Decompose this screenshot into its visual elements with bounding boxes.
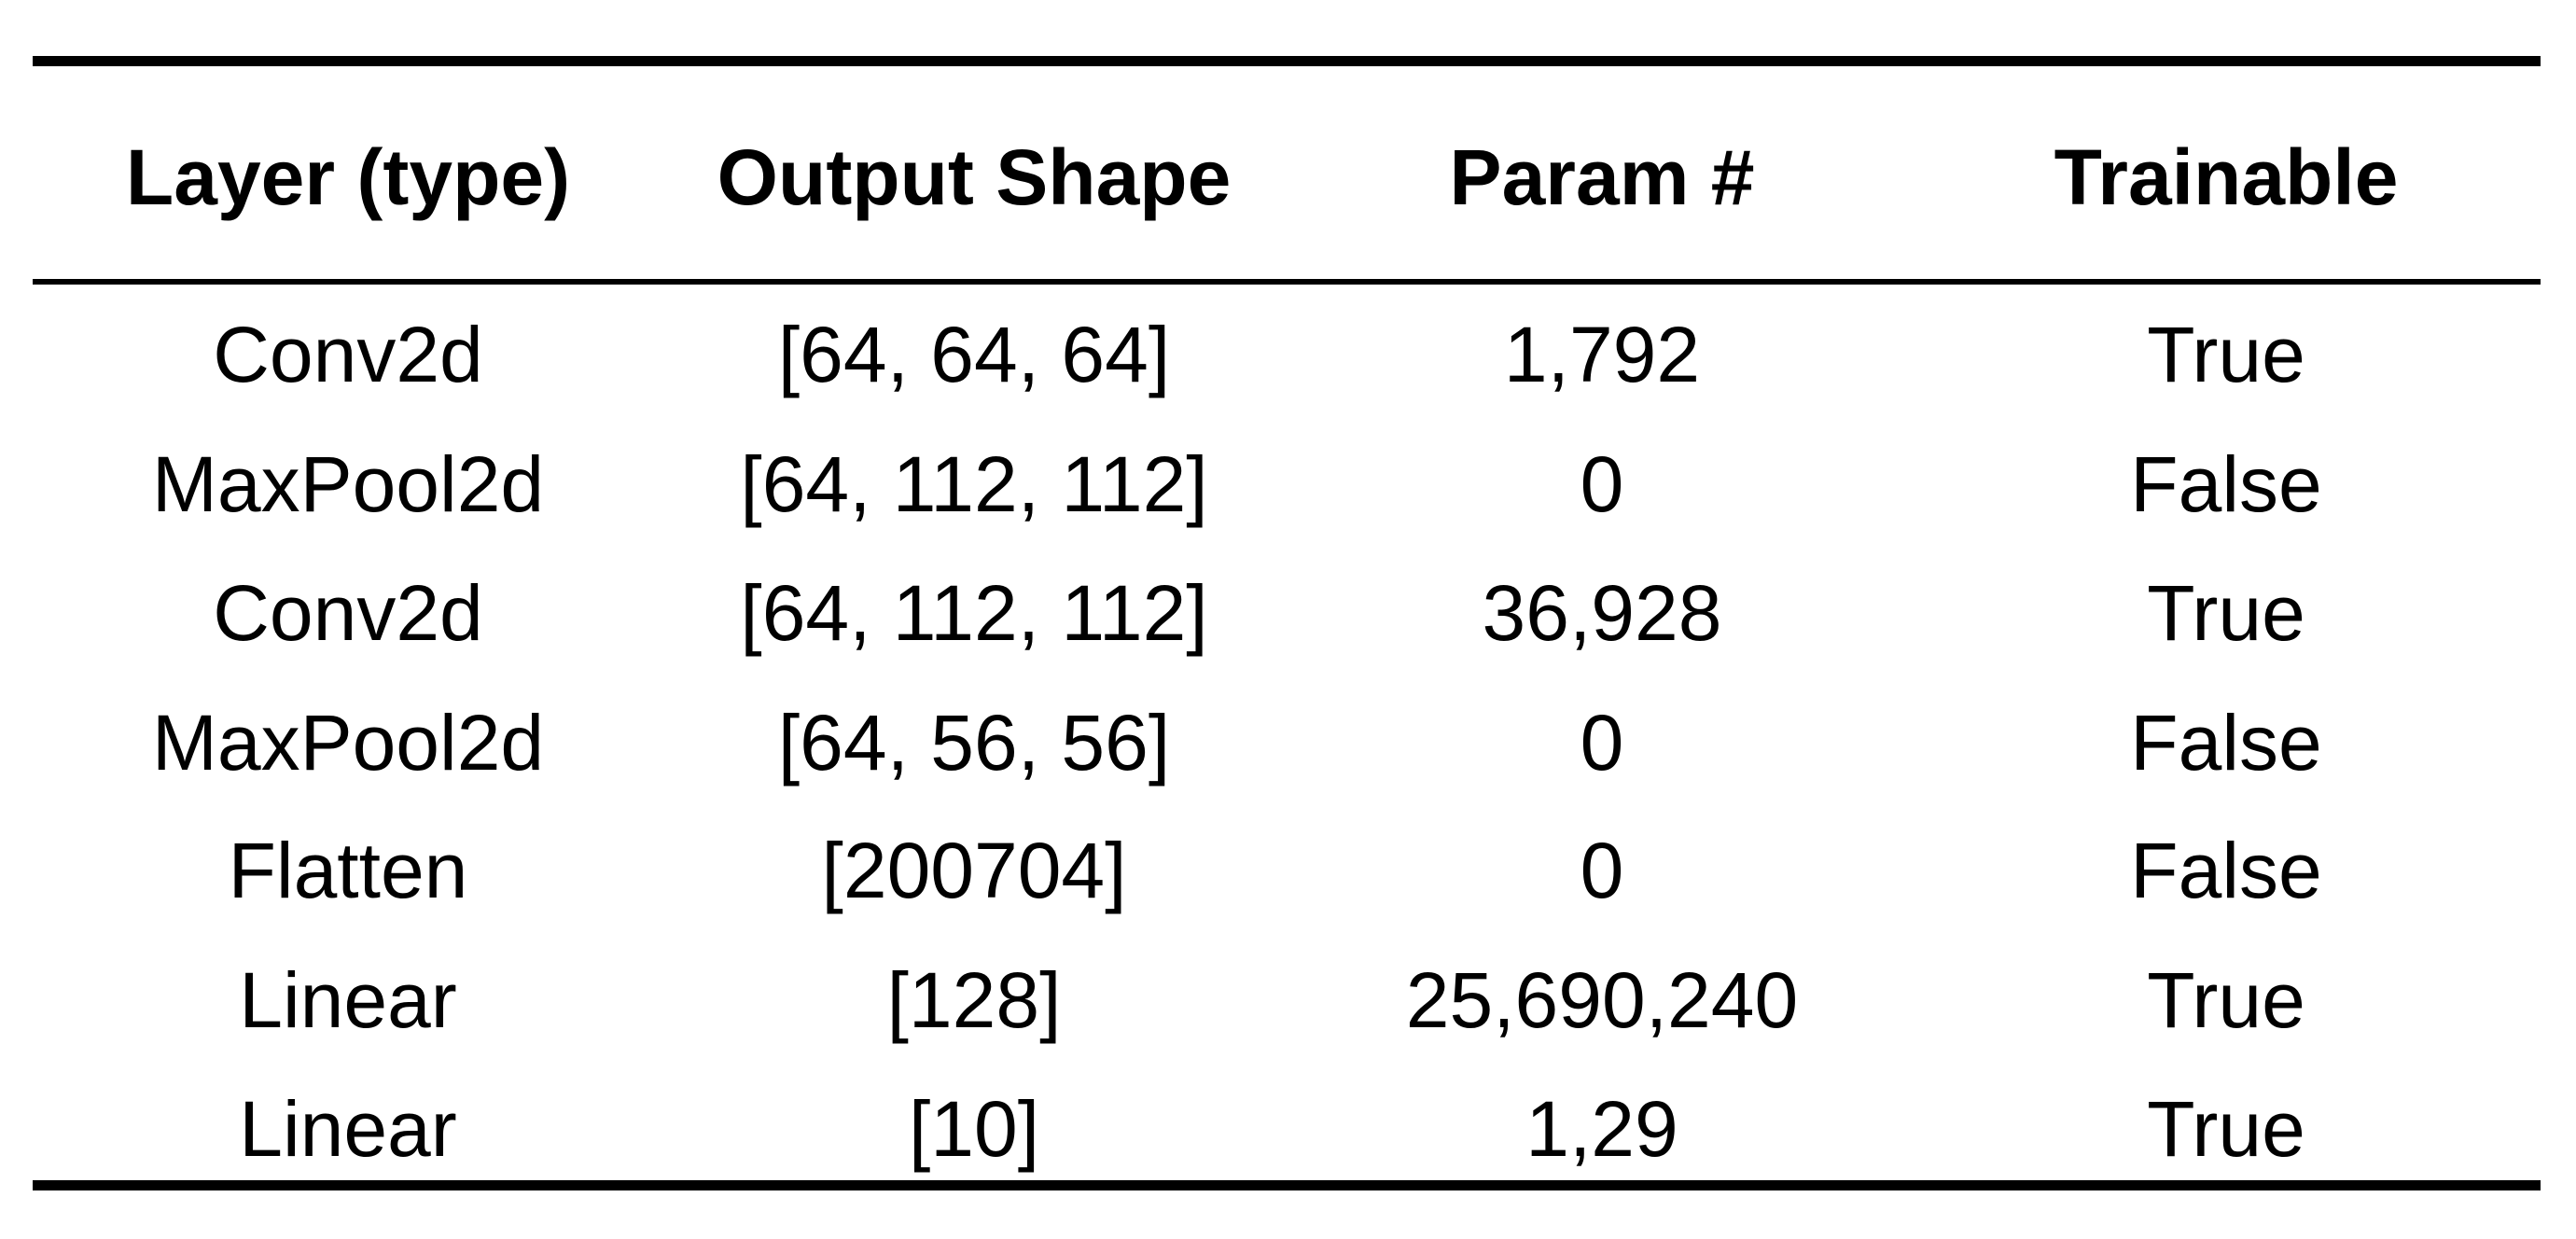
top-rule <box>33 56 2541 66</box>
table-cell: 0 <box>1580 827 1624 914</box>
header-rule <box>33 279 2541 285</box>
table-cell: MaxPool2d <box>151 699 545 787</box>
table-cell: MaxPool2d <box>151 440 545 528</box>
table-cell: True <box>2147 569 2305 657</box>
table-cell: [64, 64, 64] <box>777 311 1171 398</box>
table-cell: 36,928 <box>1482 569 1722 657</box>
table-cell: False <box>2130 827 2322 914</box>
bottom-rule <box>33 1180 2541 1190</box>
header-cell: Param # <box>1449 133 1755 221</box>
table-cell: [200704] <box>821 827 1127 914</box>
table-cell: [10] <box>908 1085 1040 1173</box>
table-cell: Linear <box>239 956 457 1044</box>
header-cell: Output Shape <box>717 133 1232 221</box>
table-cell: False <box>2130 699 2322 787</box>
table-cell: False <box>2130 440 2322 528</box>
table-cell: True <box>2147 311 2305 398</box>
table-cell: Conv2d <box>213 569 483 657</box>
table-cell: Linear <box>239 1085 457 1173</box>
table-cell: [64, 112, 112] <box>740 569 1208 657</box>
table-cell: 0 <box>1580 699 1624 787</box>
header-cell: Trainable <box>2054 133 2399 221</box>
table-cell: Conv2d <box>213 311 483 398</box>
table-cell: True <box>2147 1085 2305 1173</box>
table-cell: 1,29 <box>1525 1085 1678 1173</box>
table-cell: [64, 56, 56] <box>777 699 1171 787</box>
header-cell: Layer (type) <box>125 133 571 221</box>
table-cell: [128] <box>886 956 1062 1044</box>
table-cell: 0 <box>1580 440 1624 528</box>
table-cell: True <box>2147 956 2305 1044</box>
table-cell: [64, 112, 112] <box>740 440 1208 528</box>
table-cell: 1,792 <box>1503 311 1701 398</box>
table-cell: 25,690,240 <box>1405 956 1799 1044</box>
table-cell: Flatten <box>228 827 468 914</box>
